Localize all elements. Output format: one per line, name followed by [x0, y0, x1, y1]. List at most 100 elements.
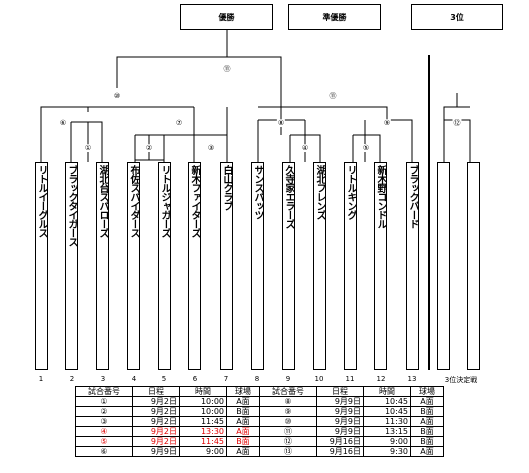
- schedule-cell: ⑫: [259, 436, 317, 447]
- team-box: リトルイーグルス: [35, 162, 48, 370]
- team-name: サンスパッツ: [252, 165, 263, 219]
- schedule-cell: B面: [226, 406, 260, 417]
- schedule-cell: 10:00: [179, 396, 227, 407]
- third-place-label: 3位: [450, 12, 464, 22]
- winner-label: 優勝: [218, 12, 235, 22]
- schedule-cell: B面: [410, 426, 444, 437]
- schedule-cell: ①: [75, 396, 133, 407]
- team-box: リトルジャガーズ: [158, 162, 171, 370]
- schedule-cell: ②: [75, 406, 133, 417]
- team-name: 久寺家エラーズ: [283, 165, 294, 228]
- match-label-3: ③: [206, 144, 216, 152]
- match-label-semi-left: ⑩: [112, 92, 122, 100]
- schedule-cell: 10:00: [179, 406, 227, 417]
- schedule-cell: 9月16日: [316, 436, 364, 447]
- team-box: 湖北台スパローズ: [96, 162, 109, 370]
- team-box: ブラックタイガース: [65, 162, 78, 370]
- schedule-cell: 9月9日: [316, 416, 364, 427]
- third-place-match-label: 3位決定戦: [444, 376, 478, 384]
- team-name: 新木ファイターズ: [189, 165, 200, 237]
- schedule-cell: ④: [75, 426, 133, 437]
- schedule-cell: A面: [410, 416, 444, 427]
- third-place-header: 3位: [411, 4, 503, 30]
- match-label-7: ⑦: [174, 119, 184, 127]
- schedule-cell: 9月2日: [132, 396, 180, 407]
- third-place-box-a: [437, 162, 450, 370]
- match-label-12: ⑫: [452, 119, 462, 127]
- header-cell: 球場: [226, 386, 260, 397]
- header-cell: 試合番号: [75, 386, 133, 397]
- team-number: 13: [407, 375, 417, 383]
- schedule-cell: ⑥: [75, 446, 133, 457]
- schedule-cell: B面: [410, 406, 444, 417]
- runnerup-label: 準優勝: [322, 12, 347, 22]
- team-box: 久寺家エラーズ: [282, 162, 295, 370]
- schedule-cell: ⑤: [75, 436, 133, 447]
- team-number: 8: [254, 375, 260, 383]
- team-name: 新木野コンドル: [375, 165, 386, 228]
- schedule-row: ③ 9月2日 11:45 A面 ⑩ 9月9日 11:30 A面: [75, 416, 444, 427]
- schedule-cell: 9:00: [363, 436, 411, 447]
- match-label-1: ①: [83, 144, 93, 152]
- schedule-cell: ③: [75, 416, 133, 427]
- team-number: 7: [223, 375, 229, 383]
- team-number: 11: [345, 375, 355, 383]
- schedule-row: ⑤ 9月2日 11:45 B面 ⑫ 9月16日 9:00 B面: [75, 436, 444, 447]
- team-name: 白山クラブ: [221, 165, 232, 210]
- team-box: 白山クラブ: [220, 162, 233, 370]
- schedule-cell: 9月9日: [316, 396, 364, 407]
- schedule-cell: 9月9日: [316, 426, 364, 437]
- team-number: 5: [161, 375, 167, 383]
- winner-header: 優勝: [180, 4, 273, 30]
- schedule-cell: 9:00: [179, 446, 227, 457]
- match-label-final: ⑪: [222, 65, 232, 73]
- header-cell: 球場: [410, 386, 444, 397]
- header-cell: 時間: [363, 386, 411, 397]
- team-box: 布佐スパイダース: [127, 162, 140, 370]
- header-cell: 日程: [316, 386, 364, 397]
- schedule-cell: 11:45: [179, 416, 227, 427]
- schedule-cell: B面: [226, 436, 260, 447]
- team-number: 1: [38, 375, 44, 383]
- schedule-cell: 13:30: [179, 426, 227, 437]
- schedule-cell: 9月16日: [316, 446, 364, 457]
- team-box: 新木ファイターズ: [188, 162, 201, 370]
- schedule-row: ① 9月2日 10:00 A面 ⑧ 9月9日 10:45 A面: [75, 396, 444, 407]
- team-name: ブラックバード: [407, 165, 418, 228]
- team-name: リトルキング: [345, 165, 356, 219]
- schedule-cell: 9月9日: [132, 446, 180, 457]
- schedule-row: ④ 9月2日 13:30 A面 ⑪ 9月9日 13:15 B面: [75, 426, 444, 437]
- schedule-cell: 9月2日: [132, 426, 180, 437]
- match-label-8: ⑧: [276, 119, 286, 127]
- schedule-cell: 9月2日: [132, 436, 180, 447]
- team-number: 2: [69, 375, 75, 383]
- team-number: 10: [314, 375, 324, 383]
- match-label-6: ⑥: [58, 119, 68, 127]
- match-label-4: ④: [300, 144, 310, 152]
- schedule-cell: ⑬: [259, 446, 317, 457]
- runnerup-header: 準優勝: [288, 4, 381, 30]
- team-number: 3: [100, 375, 106, 383]
- team-name: 湖北台スパローズ: [97, 165, 108, 237]
- team-name: 布佐スパイダース: [128, 165, 139, 237]
- header-cell: 時間: [179, 386, 227, 397]
- schedule-header-row: 試合番号 日程 時間 球場 試合番号 日程 時間 球場: [75, 386, 444, 397]
- schedule-cell: ⑩: [259, 416, 317, 427]
- schedule-cell: 9月9日: [316, 406, 364, 417]
- header-cell: 試合番号: [259, 386, 317, 397]
- schedule-cell: A面: [226, 396, 260, 407]
- team-name: 湖北フレンズ: [314, 165, 325, 219]
- schedule-cell: A面: [410, 396, 444, 407]
- third-place-box-b: [467, 162, 480, 370]
- schedule-cell: A面: [226, 416, 260, 427]
- schedule-cell: 9:30: [363, 446, 411, 457]
- team-box: リトルキング: [344, 162, 357, 370]
- schedule-cell: 10:45: [363, 406, 411, 417]
- team-name: リトルジャガーズ: [159, 165, 170, 237]
- schedule-cell: ⑪: [259, 426, 317, 437]
- schedule-cell: A面: [226, 446, 260, 457]
- team-box: 湖北フレンズ: [313, 162, 326, 370]
- schedule-cell: ⑧: [259, 396, 317, 407]
- team-box: サンスパッツ: [251, 162, 264, 370]
- schedule-cell: B面: [410, 436, 444, 447]
